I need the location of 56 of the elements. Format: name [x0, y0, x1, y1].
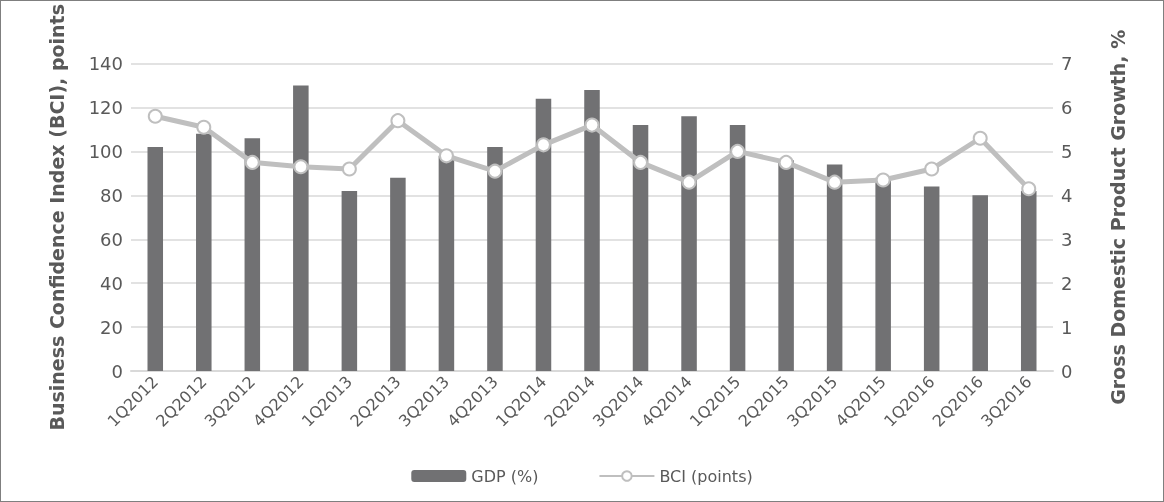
point: [972, 130, 988, 146]
y2-tick-label: 1: [1061, 316, 1073, 338]
bar: [972, 195, 988, 371]
point: [293, 159, 309, 175]
y-tick-label: 120: [88, 97, 123, 119]
bar: [729, 125, 746, 371]
y-tick-label: 100: [88, 140, 123, 162]
y2-tick-label: 6: [1061, 97, 1073, 119]
point: [390, 113, 406, 129]
point: [147, 108, 163, 124]
bar: [681, 116, 697, 371]
y2-tick-label: 5: [1061, 140, 1073, 162]
bar: [390, 177, 406, 371]
y-tick-label: 40: [100, 272, 123, 294]
point: [584, 117, 600, 133]
legend-label: BCI (points): [659, 466, 753, 486]
bar: [1020, 190, 1037, 371]
point: [827, 174, 843, 190]
bar: [341, 190, 358, 371]
y2-tick-label: 0: [1061, 360, 1073, 382]
point: [875, 172, 891, 188]
bar: [826, 164, 843, 371]
bar: [487, 147, 503, 371]
y-axis-title: Business Confidence Index (BCI), points: [45, 4, 68, 431]
point: [438, 148, 454, 164]
bar: [293, 85, 309, 371]
y-tick-label: 80: [100, 184, 123, 206]
bar: [244, 138, 261, 371]
point: [730, 143, 746, 159]
legend-label: GDP (%): [471, 466, 539, 486]
y-tick-label: 140: [88, 53, 123, 75]
y2-tick-label: 3: [1061, 228, 1073, 250]
point: [681, 174, 697, 190]
point: [1021, 181, 1037, 197]
point: [244, 154, 260, 170]
point: [633, 154, 649, 170]
bar: [923, 186, 940, 371]
bar: [584, 89, 600, 371]
y2-tick-label: 2: [1061, 272, 1073, 294]
bar: [632, 125, 649, 371]
bar: [196, 133, 212, 371]
point: [535, 137, 551, 153]
y-tick-label: 20: [100, 316, 123, 338]
point: [196, 119, 212, 135]
y2-tick-label: 7: [1061, 53, 1073, 75]
point: [487, 163, 503, 179]
y2-axis-title: Gross Domestic Product Growth, %: [1106, 29, 1129, 405]
y-tick-label: 0: [111, 360, 123, 382]
bar: [147, 147, 164, 371]
point: [341, 161, 357, 177]
bar: [778, 160, 794, 371]
y-tick-label: 60: [100, 228, 123, 250]
y2-tick-label: 4: [1061, 184, 1073, 206]
point: [778, 154, 794, 170]
point: [924, 161, 940, 177]
bar: [535, 98, 552, 371]
